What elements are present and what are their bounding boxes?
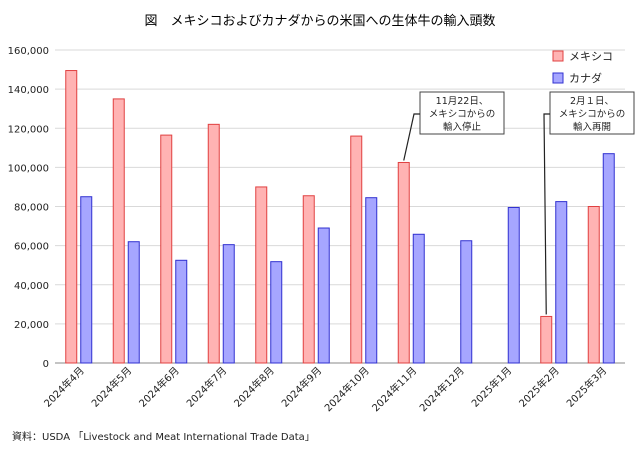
x-tick-label: 2024年7月	[184, 364, 230, 410]
x-tick-label: 2024年11月	[369, 364, 419, 414]
legend-label: メキシコ	[569, 50, 613, 63]
bar-mexico	[207, 123, 220, 364]
bar-mexico	[540, 315, 553, 364]
y-tick-label: 120,000	[8, 124, 49, 135]
annotation-box	[419, 91, 505, 135]
bar-canada	[222, 244, 235, 364]
bar-canada	[365, 197, 378, 364]
bar-mexico	[587, 206, 600, 364]
bar-canada	[507, 206, 520, 364]
bar-mexico	[397, 161, 410, 364]
annotation-text: 輸入停止	[443, 121, 482, 133]
bar-mexico	[112, 98, 125, 364]
annotation-text: メキシコからの	[429, 109, 496, 120]
annotation-text: 輸入再開	[573, 121, 611, 133]
legend-label: カナダ	[569, 71, 602, 85]
x-tick-label: 2024年6月	[136, 364, 182, 410]
annotation-text: 11月22日、	[436, 96, 489, 107]
x-tick-label: 2024年9月	[279, 364, 325, 410]
bar-canada	[80, 196, 93, 364]
y-tick-label: 0	[43, 359, 49, 370]
bar-canada	[412, 233, 425, 364]
x-tick-label: 2024年10月	[322, 364, 372, 414]
bar-mexico	[65, 70, 78, 364]
x-tick-label: 2024年4月	[41, 364, 87, 410]
bar-canada	[270, 261, 283, 364]
bar-canada	[127, 241, 140, 364]
y-tick-label: 60,000	[14, 242, 49, 253]
x-tick-label: 2024年8月	[231, 364, 277, 410]
x-tick-label: 2025年3月	[564, 364, 610, 410]
bars	[65, 70, 615, 364]
y-tick-label: 140,000	[8, 85, 49, 96]
y-axis: 0 20,000 40,000 60,000 80,000 100,000 120,000 1…	[8, 46, 625, 370]
bar-mexico	[350, 135, 363, 364]
bar-mexico	[302, 195, 315, 364]
y-tick-label: 160,000	[8, 46, 49, 57]
x-tick-label: 2025年2月	[516, 364, 562, 410]
bar-canada	[460, 240, 473, 364]
bar-canada	[317, 227, 330, 364]
bar-mexico	[255, 186, 268, 364]
y-tick-label: 80,000	[14, 203, 49, 214]
y-tick-label: 100,000	[8, 163, 49, 174]
x-tick-label: 2024年5月	[89, 364, 135, 410]
chart-title: 図 メキシコおよびカナダからの米国への生体牛の輸入頭数	[144, 14, 495, 29]
annotation-leader-line	[403, 113, 420, 161]
annotation-leader-line	[543, 113, 550, 315]
source-note: 資料：USDA 「Livestock and Meat Internationa…	[12, 430, 315, 443]
x-tick-label: 2025年1月	[469, 364, 515, 410]
legend-swatch	[552, 72, 564, 84]
x-axis: 2024年4月 2024年5月 2024年6月 2024年7月 2024年8月 2024年…	[41, 364, 609, 414]
annotation-text: 2月１日、	[570, 96, 614, 107]
bar-mexico	[160, 134, 173, 364]
legend-swatch	[552, 50, 564, 62]
bar-canada	[175, 259, 188, 364]
grid	[55, 49, 625, 325]
bar-canada	[602, 153, 615, 364]
annotation-text: メキシコからの	[559, 109, 626, 120]
x-tick-label: 2024年12月	[417, 364, 467, 414]
bar-canada	[555, 201, 568, 364]
annotation-box	[549, 91, 635, 135]
y-tick-label: 40,000	[14, 281, 49, 292]
y-tick-label: 20,000	[14, 320, 49, 331]
